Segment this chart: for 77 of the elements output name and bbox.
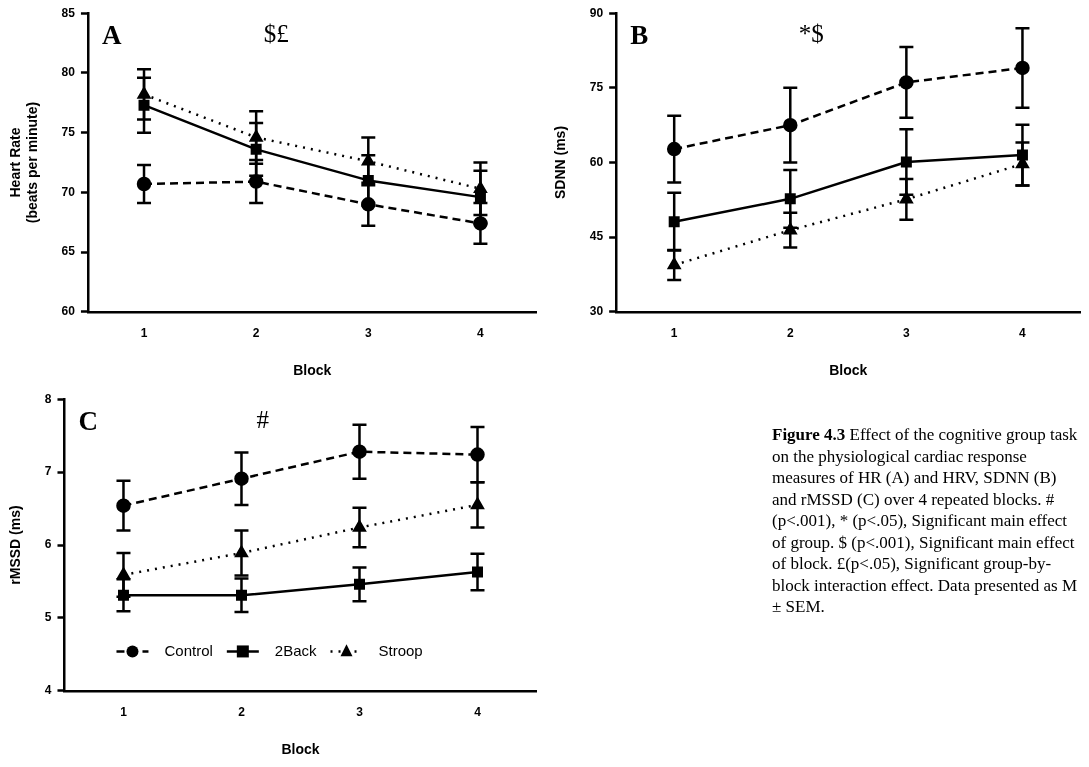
point bbox=[361, 154, 375, 166]
x-tick-label: 3 bbox=[364, 326, 372, 341]
point bbox=[1015, 60, 1030, 76]
point bbox=[117, 567, 130, 580]
point bbox=[352, 444, 367, 459]
point bbox=[353, 520, 366, 532]
y-tick-label: 7 bbox=[44, 464, 52, 479]
legend-label: 2Back bbox=[274, 641, 318, 659]
point bbox=[784, 193, 796, 205]
y-tick-label: 30 bbox=[589, 304, 604, 319]
point bbox=[354, 578, 365, 590]
point bbox=[668, 216, 680, 228]
point bbox=[136, 176, 152, 192]
y-tick-label: 65 bbox=[61, 244, 76, 259]
point bbox=[666, 141, 682, 157]
point bbox=[234, 471, 249, 486]
point bbox=[250, 143, 262, 155]
x-axis-title: Block bbox=[293, 362, 332, 379]
x-axis-title: Block bbox=[281, 741, 320, 758]
point bbox=[248, 174, 264, 189]
point bbox=[473, 216, 488, 231]
x-tick-label: 4 bbox=[474, 705, 482, 720]
point bbox=[137, 87, 151, 99]
point bbox=[899, 192, 913, 204]
y-tick-label: 90 bbox=[589, 5, 604, 20]
point bbox=[1016, 149, 1028, 161]
x-axis-title: Block bbox=[829, 362, 868, 379]
point bbox=[138, 99, 150, 111]
y-tick-label: 4 bbox=[44, 683, 52, 698]
annotation: B bbox=[630, 20, 649, 51]
x-tick-label: 4 bbox=[477, 326, 485, 341]
point bbox=[235, 589, 247, 601]
point bbox=[116, 498, 131, 513]
point bbox=[470, 447, 485, 462]
point bbox=[471, 497, 484, 510]
point bbox=[472, 566, 483, 578]
point bbox=[667, 257, 681, 270]
y-tick-label: 8 bbox=[44, 391, 52, 406]
point bbox=[117, 589, 129, 601]
x-tick-label: 1 bbox=[670, 326, 678, 341]
legend-label: Stroop bbox=[378, 641, 423, 659]
point bbox=[235, 545, 248, 558]
y-tick-label: 70 bbox=[61, 184, 76, 199]
annotation: # bbox=[256, 405, 270, 433]
y-axis-title: Heart Rate (beats per minute) bbox=[7, 101, 41, 224]
x-tick-label: 3 bbox=[356, 705, 364, 720]
y-tick-label: 80 bbox=[61, 65, 76, 80]
x-tick-label: 2 bbox=[252, 326, 260, 341]
y-axis-title: SDNN (ms) bbox=[552, 125, 569, 200]
legend-label: Control bbox=[164, 641, 213, 659]
annotation: $£ bbox=[263, 19, 289, 47]
point bbox=[783, 222, 797, 235]
x-tick-label: 1 bbox=[120, 705, 128, 720]
y-tick-label: 85 bbox=[61, 5, 76, 20]
x-tick-label: 4 bbox=[1019, 326, 1027, 341]
y-axis-title: rMSSD (ms) bbox=[7, 505, 24, 585]
y-tick-label: 60 bbox=[589, 154, 604, 169]
y-tick-label: 60 bbox=[61, 304, 76, 319]
x-tick-label: 1 bbox=[140, 326, 148, 341]
point bbox=[473, 181, 487, 194]
point bbox=[249, 130, 263, 142]
x-tick-label: 2 bbox=[786, 326, 794, 341]
y-tick-label: 75 bbox=[589, 80, 604, 95]
y-tick-label: 75 bbox=[61, 124, 76, 139]
x-tick-label: 3 bbox=[903, 326, 911, 341]
annotation: C bbox=[78, 406, 98, 437]
y-tick-label: 45 bbox=[589, 229, 604, 244]
y-tick-label: 6 bbox=[44, 537, 52, 552]
point bbox=[361, 197, 376, 212]
point bbox=[900, 156, 912, 168]
annotation: A bbox=[101, 20, 122, 51]
point bbox=[783, 117, 798, 133]
x-tick-label: 2 bbox=[238, 705, 246, 720]
y-tick-label: 5 bbox=[44, 610, 52, 625]
caption: Figure 4.3 bbox=[772, 425, 846, 444]
point bbox=[899, 75, 914, 90]
annotation: *$ bbox=[798, 19, 824, 47]
